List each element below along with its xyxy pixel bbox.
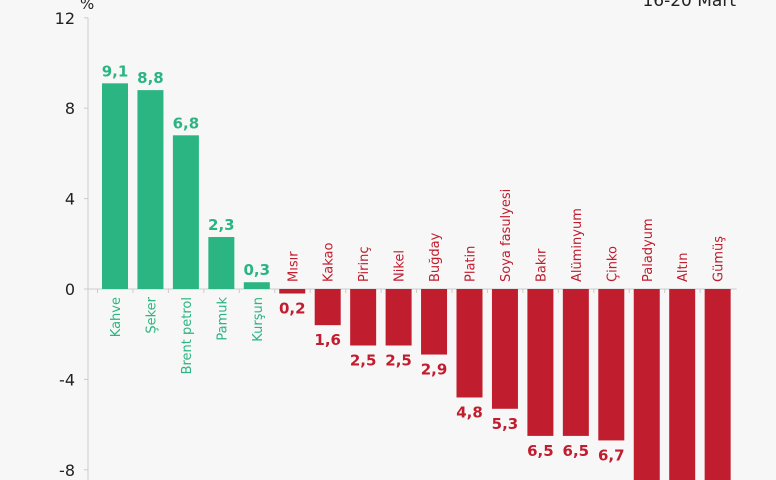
category-label: Soya fasulyesi	[499, 189, 514, 282]
y-tick-label: 4	[65, 190, 75, 209]
bar-brent-petrol	[172, 135, 199, 289]
bar-pirinç	[350, 289, 377, 346]
value-label: 2,5	[385, 352, 412, 370]
bar-kahve	[102, 83, 128, 289]
category-label: Çinko	[605, 246, 620, 282]
category-label: Alüminyum	[570, 208, 585, 282]
value-label: 0,3	[244, 261, 271, 279]
bar-mısır	[279, 289, 306, 294]
bar-platin	[456, 289, 483, 398]
y-tick-label: -8	[59, 461, 75, 480]
category-label: Kahve	[109, 297, 124, 337]
category-label: Nikel	[393, 250, 408, 282]
value-label: 9,1	[102, 62, 129, 80]
y-tick-label: 12	[55, 9, 75, 28]
value-label: 6,5	[527, 442, 554, 460]
value-label: 6,7	[598, 446, 625, 464]
bar-pamuk	[208, 237, 235, 289]
value-label: 2,3	[208, 216, 235, 234]
category-label: Kurşun	[251, 297, 266, 342]
category-label: Mısır	[286, 251, 301, 282]
category-label: Gümüş	[712, 236, 727, 282]
category-label: Altın	[676, 253, 691, 282]
bar-alüminyum	[562, 289, 589, 436]
category-label: Kakao	[322, 242, 337, 282]
bar-gümüş	[704, 289, 731, 480]
category-label: Şeker	[144, 296, 159, 333]
value-label: 1,6	[314, 331, 341, 349]
date-range: 16-20 Mart	[642, 0, 736, 11]
bar-kakao	[314, 289, 341, 326]
y-tick-label: -4	[59, 370, 75, 389]
y-axis-unit: %	[80, 0, 94, 13]
bar-çinko	[598, 289, 625, 441]
value-label: 2,9	[421, 361, 448, 379]
y-tick-label: 8	[65, 99, 75, 118]
value-label: 4,8	[456, 403, 483, 421]
category-label: Platin	[464, 246, 479, 282]
category-label: Paladyum	[641, 218, 656, 282]
bar-bakır	[527, 289, 554, 436]
value-label: 8,8	[137, 69, 164, 87]
bar-soya-fasulyesi	[491, 289, 518, 409]
value-label: 5,3	[492, 415, 519, 433]
value-label: 0,2	[279, 300, 306, 318]
bar-şeker	[137, 90, 164, 290]
category-label: Brent petrol	[180, 297, 195, 374]
bar-nikel	[385, 289, 412, 346]
category-label: Bakır	[534, 248, 549, 282]
bar-kurşun	[243, 282, 270, 289]
y-tick-label: 0	[65, 280, 75, 299]
value-label: 6,5	[563, 442, 590, 460]
bar-buğday	[421, 289, 448, 355]
bar-altın	[669, 289, 696, 480]
category-label: Buğday	[428, 232, 443, 282]
value-label: 6,8	[173, 114, 200, 132]
bar-paladyum	[633, 289, 660, 480]
category-label: Pirinç	[357, 246, 372, 282]
value-label: 2,5	[350, 352, 377, 370]
category-label: Pamuk	[215, 297, 230, 341]
